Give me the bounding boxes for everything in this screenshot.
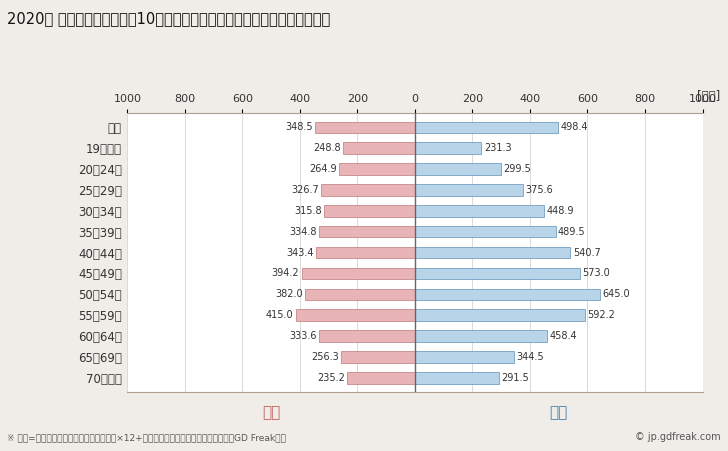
Bar	[415, 289, 601, 300]
Text: 334.8: 334.8	[289, 227, 317, 237]
Bar	[314, 122, 415, 133]
Bar	[347, 372, 415, 383]
Bar	[415, 372, 499, 383]
Bar	[415, 163, 501, 175]
Bar	[415, 184, 523, 196]
Text: 女性: 女性	[262, 405, 280, 420]
Bar	[305, 289, 415, 300]
Text: 645.0: 645.0	[603, 289, 630, 299]
Bar	[339, 163, 415, 175]
Text: © jp.gdfreak.com: © jp.gdfreak.com	[635, 432, 721, 442]
Bar	[319, 330, 415, 342]
Text: 248.8: 248.8	[314, 143, 341, 153]
Bar	[319, 226, 415, 237]
Bar	[415, 226, 555, 237]
Text: 333.6: 333.6	[289, 331, 317, 341]
Bar	[415, 205, 544, 216]
Text: 343.4: 343.4	[286, 248, 314, 258]
Text: 573.0: 573.0	[582, 268, 610, 278]
Text: 592.2: 592.2	[587, 310, 615, 320]
Text: 458.4: 458.4	[549, 331, 577, 341]
Text: 540.7: 540.7	[573, 248, 601, 258]
Bar	[415, 122, 558, 133]
Bar	[296, 309, 415, 321]
Text: 264.9: 264.9	[309, 164, 336, 174]
Bar	[321, 184, 415, 196]
Bar	[415, 309, 585, 321]
Text: 415.0: 415.0	[266, 310, 293, 320]
Text: 375.6: 375.6	[526, 185, 553, 195]
Text: 489.5: 489.5	[558, 227, 585, 237]
Bar	[415, 247, 571, 258]
Bar	[415, 351, 514, 363]
Text: 326.7: 326.7	[291, 185, 319, 195]
Text: 448.9: 448.9	[546, 206, 574, 216]
Bar	[415, 330, 547, 342]
Bar	[415, 143, 481, 154]
Text: 348.5: 348.5	[285, 122, 312, 132]
Text: 344.5: 344.5	[516, 352, 544, 362]
Text: 394.2: 394.2	[272, 268, 299, 278]
Text: 2020年 民間企業（従業者数10人以上）フルタイム労働者の男女別平均年収: 2020年 民間企業（従業者数10人以上）フルタイム労働者の男女別平均年収	[7, 11, 331, 26]
Bar	[301, 268, 415, 279]
Text: 299.5: 299.5	[503, 164, 531, 174]
Text: [万円]: [万円]	[697, 90, 721, 103]
Text: 498.4: 498.4	[561, 122, 588, 132]
Text: 382.0: 382.0	[275, 289, 303, 299]
Text: 291.5: 291.5	[501, 373, 529, 383]
Bar	[344, 143, 415, 154]
Text: 男性: 男性	[550, 405, 568, 420]
Text: 315.8: 315.8	[294, 206, 322, 216]
Text: ※ 年収=「きまって支給する現金給与額」×12+「年間賞与その他特別給与額」としてGD Freak推計: ※ 年収=「きまって支給する現金給与額」×12+「年間賞与その他特別給与額」とし…	[7, 433, 286, 442]
Text: 235.2: 235.2	[317, 373, 345, 383]
Bar	[316, 247, 415, 258]
Text: 256.3: 256.3	[311, 352, 339, 362]
Text: 231.3: 231.3	[484, 143, 511, 153]
Bar	[341, 351, 415, 363]
Bar	[324, 205, 415, 216]
Bar	[415, 268, 579, 279]
